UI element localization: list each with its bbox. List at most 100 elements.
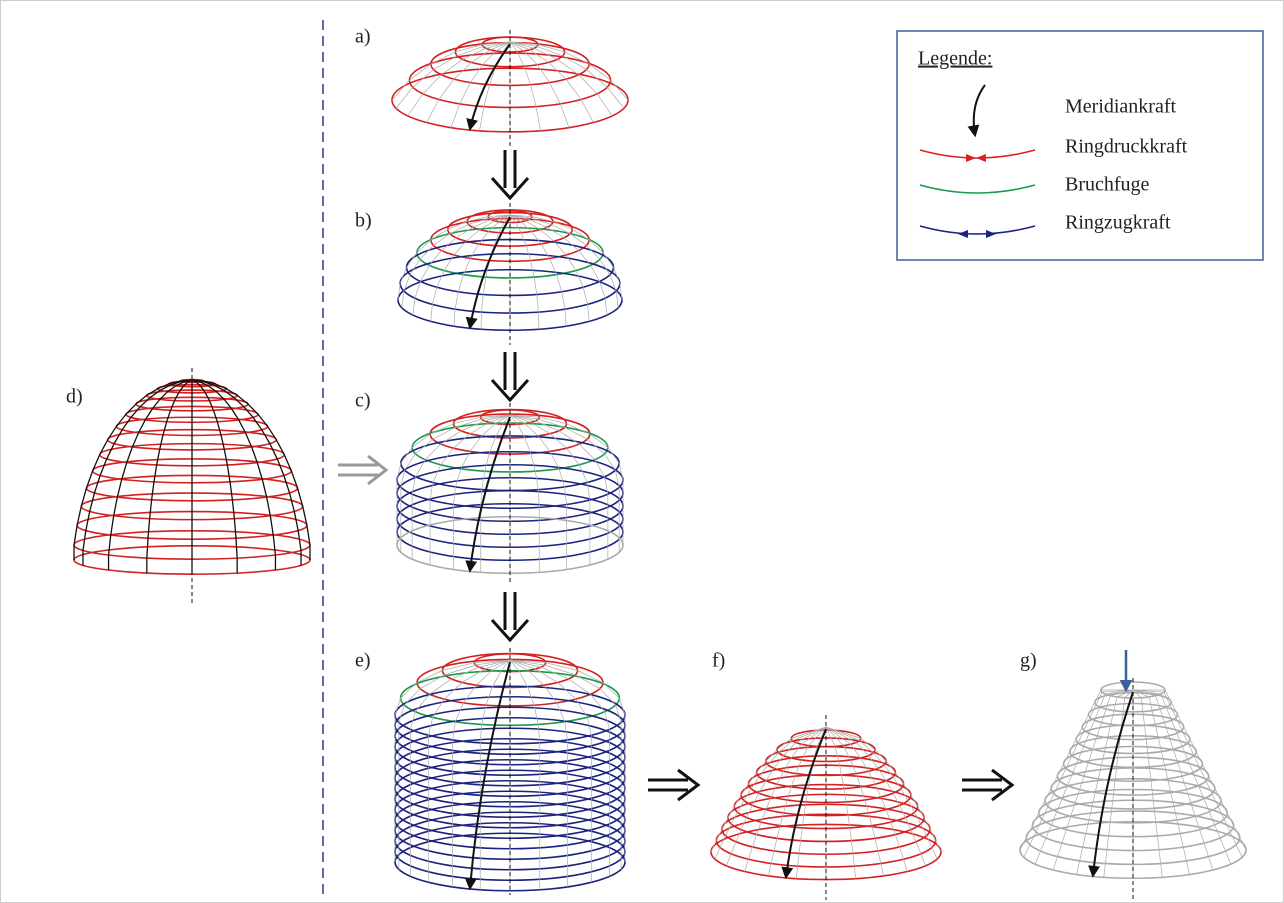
meridian xyxy=(396,414,511,545)
meridian xyxy=(1132,689,1243,858)
meridian xyxy=(453,214,511,327)
domes xyxy=(73,30,1247,900)
meridian-force xyxy=(1088,691,1134,878)
meridian xyxy=(412,214,511,316)
meridian xyxy=(395,41,511,109)
meridian xyxy=(509,414,591,565)
meridian xyxy=(1076,689,1134,875)
meridian-force xyxy=(466,43,511,132)
meridian xyxy=(82,379,193,566)
meridian xyxy=(1023,689,1134,858)
meridian xyxy=(825,726,942,853)
meridian xyxy=(453,414,511,570)
meridian xyxy=(480,414,511,573)
meridian xyxy=(726,726,827,866)
legend-item: Ringzugkraft xyxy=(1065,212,1171,234)
meridian xyxy=(714,726,827,860)
meridian xyxy=(509,659,541,890)
meridian xyxy=(509,41,594,123)
meridian xyxy=(509,414,624,545)
meridian xyxy=(509,414,540,573)
legend-ring-tension-arrows xyxy=(958,230,996,238)
meridian xyxy=(1052,689,1134,871)
meridian xyxy=(509,414,567,570)
meridian xyxy=(479,659,511,890)
meridian xyxy=(509,659,610,877)
meridian xyxy=(825,726,908,872)
meridian xyxy=(509,214,540,330)
meridian-force xyxy=(465,216,511,330)
meridian xyxy=(73,379,193,560)
meridian xyxy=(509,41,629,101)
meridian xyxy=(509,659,622,870)
meridian xyxy=(400,414,511,553)
legend-fracture-icon xyxy=(919,184,1036,194)
meridian xyxy=(1103,689,1134,878)
meridian xyxy=(768,726,827,876)
label: f) xyxy=(712,650,725,672)
meridian xyxy=(509,41,613,117)
legend: Legende: Meridiankraft Ringdruckkraft Br… xyxy=(896,30,1264,261)
meridian xyxy=(191,379,302,566)
meridian xyxy=(407,41,511,117)
meridian xyxy=(479,41,511,131)
meridian xyxy=(825,726,857,879)
meridian xyxy=(509,214,608,316)
legend-item: Ringdruckkraft xyxy=(1065,136,1188,158)
meridian xyxy=(509,414,620,553)
meridian xyxy=(426,41,511,123)
label: b) xyxy=(355,210,372,232)
legend-ring-tension-icon xyxy=(919,225,1036,235)
meridian xyxy=(509,214,619,308)
label: e) xyxy=(355,650,371,672)
legend-title: Legende: xyxy=(918,48,992,70)
meridian xyxy=(429,414,511,565)
meridian xyxy=(191,379,311,560)
meridian xyxy=(430,214,511,322)
meridian xyxy=(146,379,193,574)
meridian xyxy=(509,214,567,327)
meridian xyxy=(825,726,938,860)
meridian xyxy=(398,659,511,870)
process-arrows xyxy=(338,150,1015,802)
meridian xyxy=(397,214,511,301)
meridian xyxy=(1132,689,1163,878)
meridian xyxy=(410,659,511,877)
meridian xyxy=(401,214,511,308)
legend-item: Bruchfuge xyxy=(1065,174,1150,196)
meridian xyxy=(509,41,625,109)
meridian xyxy=(1034,689,1134,865)
label: g) xyxy=(1020,650,1037,672)
meridian xyxy=(452,659,511,887)
label: c) xyxy=(355,390,371,412)
meridian xyxy=(394,659,511,862)
label: d) xyxy=(66,386,83,408)
meridian xyxy=(509,659,592,883)
meridian xyxy=(1133,689,1247,851)
meridian xyxy=(1132,689,1214,871)
meridian xyxy=(1019,689,1133,851)
meridian xyxy=(509,214,590,322)
label: a) xyxy=(355,26,371,48)
meridian xyxy=(710,726,827,853)
meridian xyxy=(428,659,511,883)
meridian xyxy=(509,41,570,128)
meridian xyxy=(450,41,511,128)
meridian xyxy=(391,41,511,101)
meridian xyxy=(509,659,568,887)
meridian xyxy=(411,414,511,560)
legend-item: Meridiankraft xyxy=(1065,96,1177,118)
meridian xyxy=(825,726,926,866)
meridian xyxy=(509,214,623,301)
meridian xyxy=(509,41,541,131)
meridian xyxy=(107,379,193,571)
meridian-force xyxy=(464,661,511,891)
meridian xyxy=(825,726,884,876)
legend-meridian-icon xyxy=(967,84,986,138)
legend-ring-compression-arrows xyxy=(966,154,986,162)
meridian-force xyxy=(465,416,511,573)
legend-box xyxy=(896,30,1264,261)
meridian xyxy=(1132,689,1232,865)
meridian xyxy=(509,659,626,862)
